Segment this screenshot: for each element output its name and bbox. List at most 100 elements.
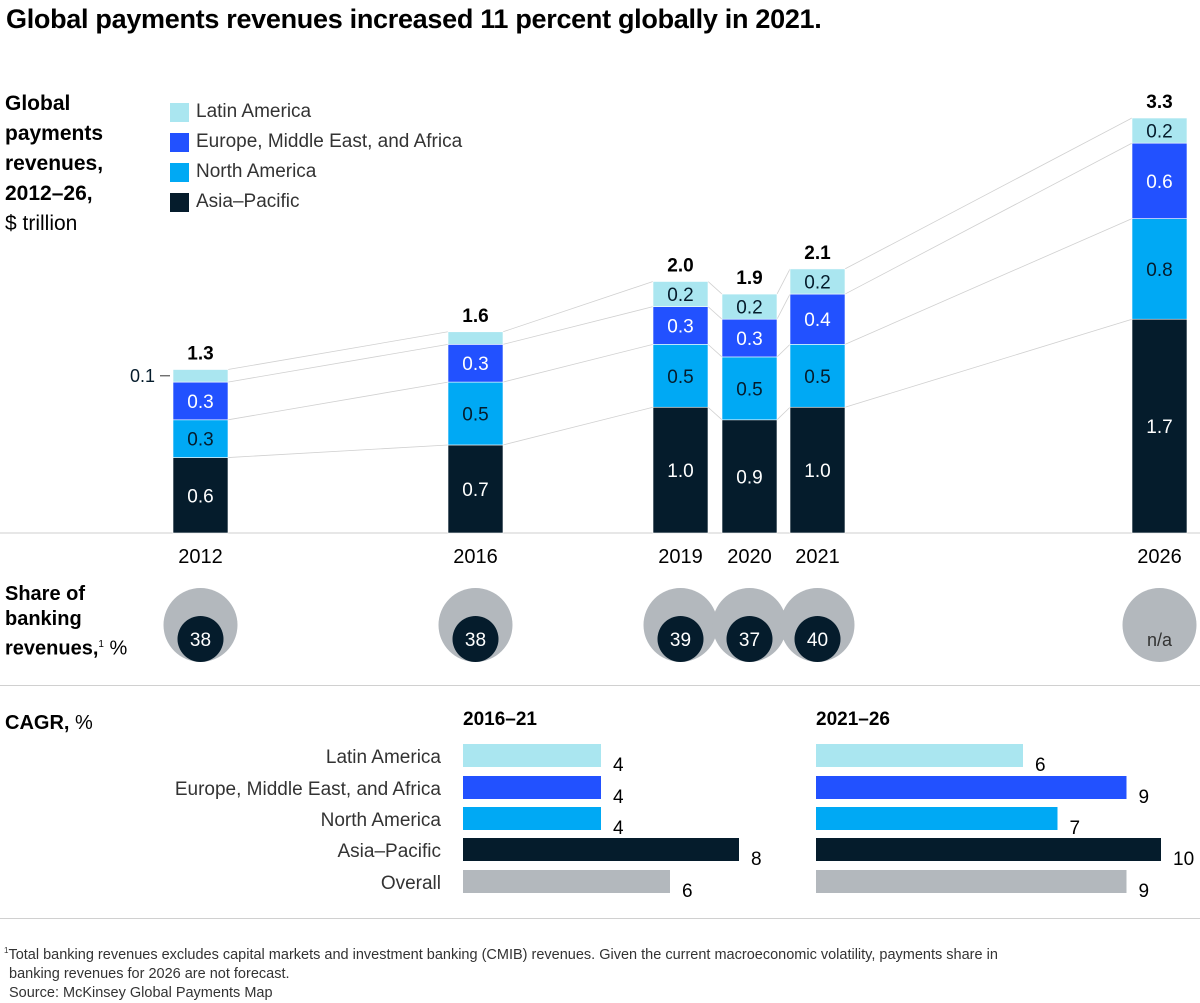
cagr-category-label: Latin America <box>326 747 442 768</box>
cagr-label-unit: % <box>75 712 93 734</box>
bar-segment-north_america <box>1131 218 1188 320</box>
share-value-label: 38 <box>465 630 486 651</box>
bar-segment-asia_pacific <box>447 444 504 534</box>
cagr-category-label: Overall <box>381 873 441 894</box>
cagr-category-label: North America <box>321 810 442 831</box>
cagr-value-label: 4 <box>613 755 624 776</box>
bar-value-label: 0.2 <box>804 272 830 293</box>
connector-line <box>227 331 449 370</box>
cagr-value-label: 9 <box>1139 881 1150 902</box>
bar-value-label: 0.5 <box>736 379 762 400</box>
bar-segment-emea <box>172 381 229 421</box>
share-circle-inner <box>177 616 224 662</box>
y-axis-label: Global payments revenues, 2012–26, $ tri… <box>5 89 103 239</box>
chart-title: Global payments revenues increased 11 pe… <box>6 4 822 34</box>
cagr-value-label: 10 <box>1173 849 1194 870</box>
bar-segment-emea <box>789 293 846 345</box>
connector-line <box>502 306 654 345</box>
share-circle-inner <box>726 616 773 662</box>
x-tick-label: 2019 <box>658 546 703 568</box>
bar-segment-latin_america <box>172 369 229 383</box>
legend-swatch <box>170 132 189 152</box>
connector-line <box>227 444 449 458</box>
bar-value-label: 1.0 <box>804 461 830 482</box>
bar-segment-latin_america <box>447 331 504 345</box>
cagr-bar-asia_pacific <box>463 838 739 861</box>
connector-line <box>707 306 723 320</box>
share-label-line: banking <box>5 608 82 630</box>
bar-segment-asia_pacific <box>789 406 846 534</box>
bar-value-label: 0.8 <box>1146 260 1172 281</box>
connector-line <box>227 381 449 421</box>
legend-label: North America <box>196 161 317 182</box>
bar-value-label: 0.3 <box>667 317 693 338</box>
legend: Latin America Europe, Middle East, and A… <box>170 97 462 217</box>
cagr-period-header: 2021–26 <box>816 709 890 730</box>
bar-value-label: 0.3 <box>462 354 488 375</box>
x-tick-label: 2021 <box>795 546 840 568</box>
bar-segment-latin_america <box>721 293 778 320</box>
bar-segment-north_america <box>652 344 709 408</box>
cagr-bar-asia_pacific <box>816 838 1161 861</box>
footnote-marker: 1 <box>98 639 104 650</box>
connector-line <box>776 406 791 421</box>
cagr-bar-emea <box>463 776 601 799</box>
cagr-label: CAGR, % <box>5 711 93 736</box>
cagr-bar-north_america <box>816 807 1058 830</box>
connector-line <box>502 343 654 383</box>
x-tick-label: 2016 <box>453 546 498 568</box>
share-value-label: n/a <box>1147 630 1173 650</box>
legend-swatch <box>170 192 189 212</box>
legend-item-latin-america: Latin America <box>170 97 462 127</box>
connector-line <box>227 343 449 383</box>
bar-total-label: 2.1 <box>804 243 831 264</box>
connector-line <box>707 406 723 421</box>
cagr-bar-emea <box>816 776 1127 799</box>
share-value-label: 37 <box>739 630 760 651</box>
footnote-line: banking revenues for 2026 are not foreca… <box>9 965 290 982</box>
bar-value-label: 0.2 <box>736 298 762 319</box>
cagr-value-label: 6 <box>1035 755 1046 776</box>
x-tick-label: 2026 <box>1137 546 1182 568</box>
bar-value-label: 1.0 <box>667 461 693 482</box>
y-label-line: 2012–26, <box>5 182 93 205</box>
bar-value-label: 0.1 <box>130 366 155 386</box>
bar-value-label: 0.9 <box>736 467 762 488</box>
bar-segment-asia_pacific <box>172 457 229 534</box>
share-label-unit: % <box>109 637 128 660</box>
share-circle-inner <box>794 616 841 662</box>
bar-segment-asia_pacific <box>721 419 778 534</box>
connector-line <box>844 218 1133 345</box>
x-tick-label: 2012 <box>178 546 223 568</box>
legend-item-asia-pacific: Asia–Pacific <box>170 187 462 217</box>
connector-line <box>707 281 723 295</box>
y-label-line: payments <box>5 122 104 145</box>
share-label: Share of banking revenues,1 % <box>5 582 127 662</box>
y-label-line: revenues, <box>5 152 104 175</box>
share-value-label: 39 <box>670 630 691 651</box>
cagr-value-label: 6 <box>682 881 693 902</box>
connector-line <box>502 281 654 333</box>
bar-value-label: 0.3 <box>736 329 762 350</box>
cagr-bar-latin_america <box>463 744 601 767</box>
bar-segment-latin_america <box>789 268 846 295</box>
connector-line <box>844 318 1133 408</box>
divider <box>0 918 1200 919</box>
bar-segment-north_america <box>721 356 778 421</box>
connector-line <box>776 293 791 320</box>
bar-value-label: 0.2 <box>667 285 693 306</box>
footnote-marker: 1 <box>4 946 9 955</box>
bar-total-label: 3.3 <box>1146 92 1172 113</box>
legend-item-north-america: North America <box>170 157 462 187</box>
bar-segment-emea <box>1131 142 1188 219</box>
y-label-unit: $ trillion <box>5 212 78 235</box>
connector-line <box>707 344 723 358</box>
bar-value-label: 0.7 <box>462 480 488 501</box>
bar-segment-latin_america <box>652 281 709 307</box>
bar-total-label: 1.3 <box>187 344 213 365</box>
connector-line <box>502 406 654 446</box>
legend-swatch <box>170 162 189 182</box>
bar-segment-north_america <box>789 344 846 408</box>
connector-line <box>844 142 1133 295</box>
bar-total-label: 2.0 <box>667 255 693 276</box>
